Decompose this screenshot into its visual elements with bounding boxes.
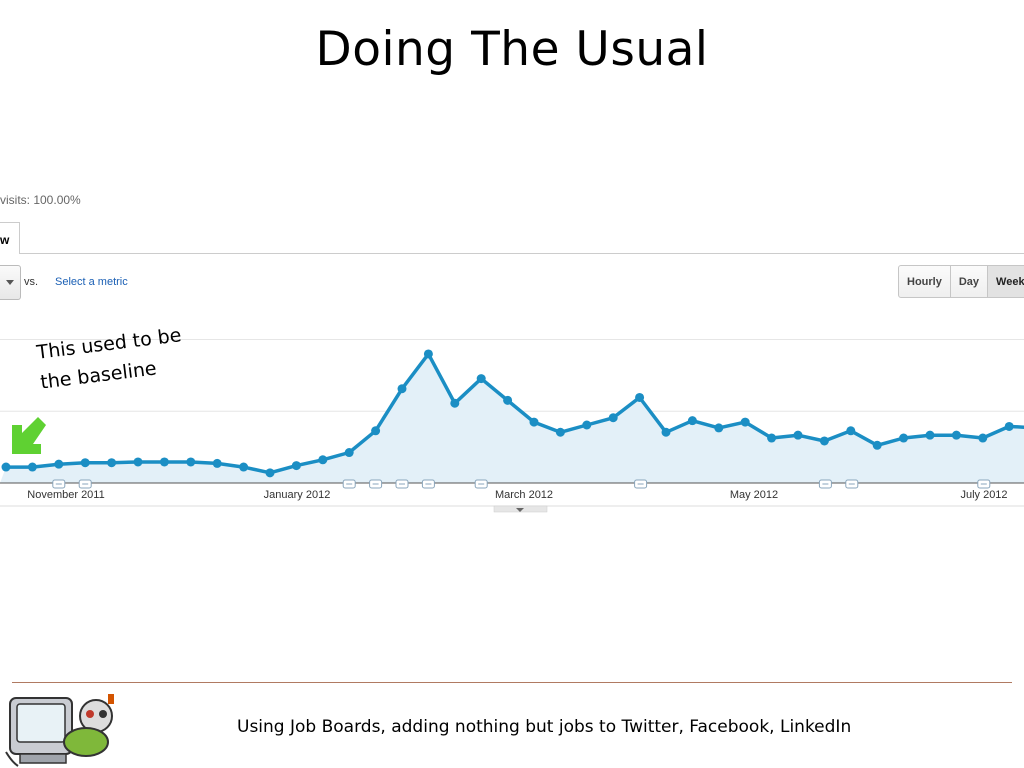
data-point <box>714 423 724 433</box>
data-point <box>107 458 117 468</box>
annotation-marker-icon <box>818 479 832 489</box>
data-point <box>80 458 90 468</box>
data-point <box>450 398 460 408</box>
data-point <box>793 430 803 440</box>
annotation-marker-icon <box>474 479 488 489</box>
annotation-marker-icon <box>421 479 435 489</box>
x-tick-label: January 2012 <box>264 489 331 501</box>
data-point <box>635 392 645 402</box>
data-point <box>476 374 486 384</box>
data-point <box>186 457 196 467</box>
data-point <box>872 440 882 450</box>
data-point <box>661 427 671 437</box>
data-point <box>291 461 301 471</box>
annotation-marker-icon <box>395 479 409 489</box>
data-point <box>767 433 777 443</box>
series-line <box>6 352 1024 475</box>
area-fill <box>0 353 1024 483</box>
data-point <box>371 426 381 436</box>
data-point <box>582 420 592 430</box>
slide-title: Doing The Usual <box>315 22 709 77</box>
data-point <box>159 457 169 467</box>
data-point <box>318 455 328 465</box>
annotation-marker-icon <box>369 479 383 489</box>
data-point <box>1004 421 1014 431</box>
data-point <box>978 433 988 443</box>
data-point <box>608 413 618 423</box>
data-point <box>265 468 275 478</box>
data-point <box>687 416 697 426</box>
chevron-down-icon <box>6 280 14 285</box>
x-tick-label: May 2012 <box>730 489 778 501</box>
data-point <box>133 457 143 467</box>
data-point <box>819 436 829 446</box>
data-point <box>397 384 407 394</box>
vs-label: vs. <box>24 276 39 288</box>
hourly-button[interactable]: Hourly <box>898 265 951 298</box>
data-point <box>212 458 222 468</box>
footer-caption: Using Job Boards, adding nothing but job… <box>237 717 852 737</box>
data-point <box>740 417 750 427</box>
annotation-marker-icon <box>78 479 92 489</box>
data-point <box>239 462 249 472</box>
x-tick-label: July 2012 <box>960 489 1007 501</box>
annotation-marker-icon <box>52 479 66 489</box>
annotation-marker-icon <box>845 479 859 489</box>
data-point <box>27 462 37 472</box>
data-point <box>951 430 961 440</box>
data-point <box>529 417 539 427</box>
data-point <box>503 395 513 405</box>
annotation-marker-icon <box>977 479 991 489</box>
visits-line-chart: November 2011 January 2012 March 2012 May 2… <box>0 338 1024 513</box>
data-point <box>54 459 64 469</box>
data-point <box>925 430 935 440</box>
tab-overview[interactable]: w <box>0 222 20 254</box>
week-button[interactable]: Week <box>987 265 1024 298</box>
data-point <box>423 349 433 359</box>
select-metric-link[interactable]: Select a metric <box>55 276 128 288</box>
data-point <box>899 433 909 443</box>
granularity-buttons: Hourly Day Week <box>898 265 1024 298</box>
data-point <box>344 448 354 458</box>
visits-percentage: visits: 100.00% <box>0 193 81 207</box>
annotation-marker-icon <box>342 479 356 489</box>
data-point <box>1 462 11 472</box>
scroll-handle-arrow-icon <box>516 508 524 512</box>
tab-divider <box>20 253 1024 254</box>
annotation-marker-icon <box>634 479 648 489</box>
metric-dropdown[interactable] <box>0 265 21 300</box>
data-point <box>555 427 565 437</box>
green-arrow-icon <box>12 417 46 454</box>
x-tick-label: November 2011 <box>27 489 104 501</box>
day-button[interactable]: Day <box>949 265 989 298</box>
data-point <box>846 426 856 436</box>
footer-divider <box>12 682 1012 683</box>
robot-computer-logo <box>5 694 114 767</box>
x-tick-label: March 2012 <box>495 489 553 501</box>
